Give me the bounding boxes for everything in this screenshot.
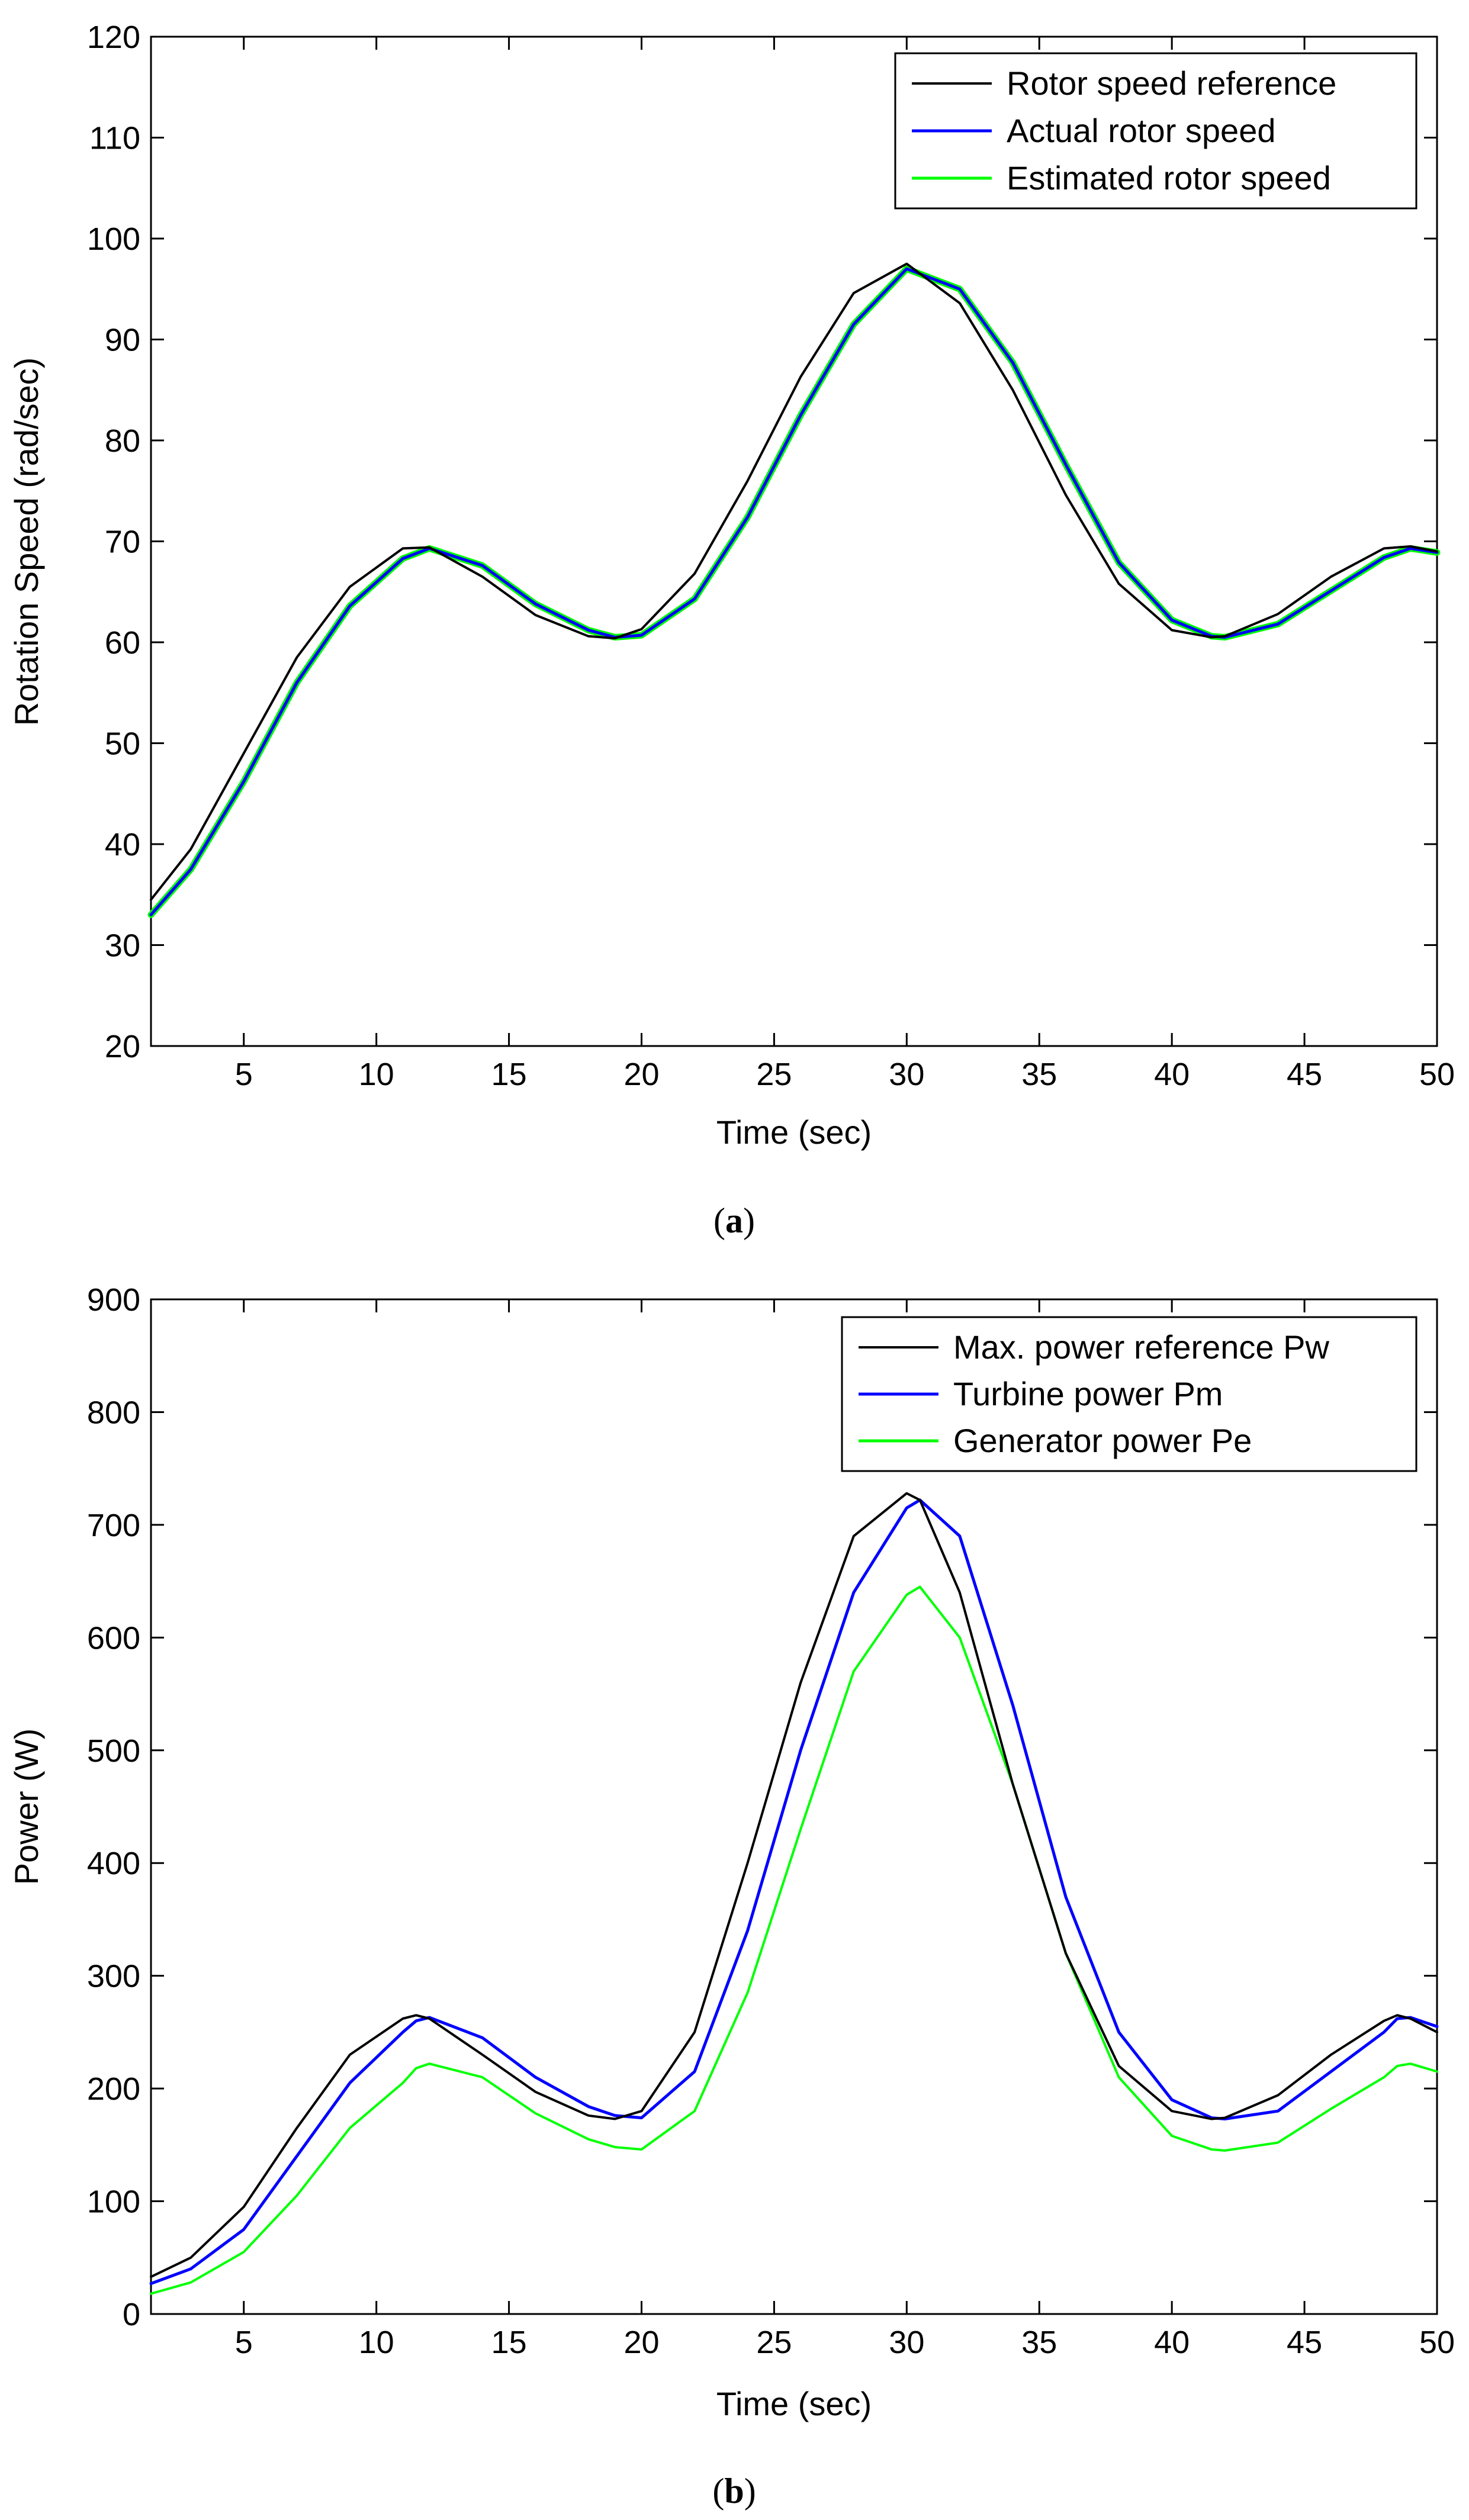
x-tick-label: 25 — [756, 1057, 792, 1092]
x-tick-label: 5 — [235, 1057, 253, 1092]
x-axis-a: 5 10 15 20 25 30 35 40 45 50 — [235, 37, 1455, 1092]
x-tick-label: 15 — [491, 2325, 527, 2360]
y-tick-label: 500 — [87, 1733, 140, 1769]
legend-b: Max. power reference Pw Turbine power Pm… — [841, 1316, 1417, 1472]
series-line-generator-power-pe — [150, 1585, 1438, 2295]
x-tick-label: 25 — [756, 2325, 792, 2360]
x-tick-label: 15 — [491, 1057, 527, 1092]
legend-label-rotor-speed-reference: Rotor speed reference — [1007, 65, 1336, 102]
caption-a: (a) — [713, 1201, 755, 1240]
y-tick-label: 50 — [105, 726, 140, 762]
x-tick-label: 10 — [359, 2325, 394, 2360]
legend-label-estimated-rotor-speed: Estimated rotor speed — [1007, 159, 1331, 197]
legend-label-actual-rotor-speed: Actual rotor speed — [1007, 112, 1275, 149]
caption-letter-a: a — [725, 1201, 743, 1240]
y-tick-label: 120 — [87, 20, 140, 55]
x-tick-label: 10 — [359, 1057, 394, 1092]
y-tick-label: 70 — [105, 524, 140, 560]
y-tick-label: 100 — [87, 2184, 140, 2220]
series-line-rotor-speed-reference — [150, 262, 1438, 901]
y-tick-label: 400 — [87, 1846, 140, 1881]
y-axis-a: 20 30 40 50 60 70 80 90 100 110 120 — [87, 20, 1437, 1064]
y-tick-label: 300 — [87, 1959, 140, 1994]
chart-panel-b: 0 100 200 300 400 500 600 700 800 900 5 10 15 20 25 30… — [8, 1282, 1455, 2511]
x-tick-label: 50 — [1419, 1057, 1455, 1092]
x-axis-label-a: Time (sec) — [716, 1113, 872, 1151]
y-tick-label: 80 — [105, 423, 140, 459]
caption-b: (b) — [712, 2471, 756, 2511]
x-tick-label: 45 — [1287, 1057, 1322, 1092]
y-axis-b: 0 100 200 300 400 500 600 700 800 900 — [87, 1282, 1437, 2332]
x-tick-label: 30 — [889, 1057, 924, 1092]
y-tick-label: 20 — [105, 1029, 140, 1064]
x-tick-label: 40 — [1154, 2325, 1190, 2360]
legend-label-max-power-reference: Max. power reference Pw — [953, 1328, 1329, 1366]
chart-panel-a: 20 30 40 50 60 70 80 90 100 110 120 5 10 15 20 25 30 35 4… — [8, 20, 1455, 1240]
x-tick-label: 35 — [1021, 1057, 1057, 1092]
x-tick-label: 35 — [1021, 2325, 1057, 2360]
series-lines-b — [149, 1492, 1439, 2295]
y-tick-label: 900 — [87, 1282, 140, 1318]
legend-a: Rotor speed reference Actual rotor speed… — [894, 52, 1417, 210]
x-axis-b: 5 10 15 20 25 30 35 40 45 50 — [235, 1299, 1455, 2360]
y-axis-label-a: Rotation Speed (rad/sec) — [8, 358, 45, 726]
y-tick-label: 110 — [89, 121, 140, 156]
series-line-actual-rotor-speed — [149, 267, 1439, 916]
x-tick-label: 5 — [235, 2325, 253, 2360]
x-tick-label: 40 — [1154, 1057, 1190, 1092]
x-tick-label: 45 — [1287, 2325, 1322, 2360]
series-line-max-power-reference-pw — [150, 1492, 1438, 2278]
caption-letter-b: b — [724, 2471, 744, 2511]
x-tick-label: 20 — [623, 2325, 659, 2360]
y-tick-label: 800 — [87, 1395, 140, 1430]
y-tick-label: 100 — [87, 221, 140, 257]
x-tick-label: 30 — [889, 2325, 924, 2360]
legend-label-generator-power: Generator power Pe — [953, 1422, 1252, 1459]
series-lines-a — [147, 262, 1441, 918]
y-axis-label-b: Power (W) — [8, 1729, 45, 1885]
legend-label-turbine-power: Turbine power Pm — [953, 1375, 1223, 1412]
y-tick-label: 0 — [123, 2297, 140, 2332]
y-tick-label: 30 — [105, 928, 140, 964]
y-tick-label: 60 — [105, 625, 140, 661]
y-tick-label: 700 — [87, 1508, 140, 1543]
y-tick-label: 200 — [87, 2071, 140, 2107]
y-tick-label: 90 — [105, 323, 140, 358]
y-tick-label: 600 — [87, 1620, 140, 1656]
x-tick-label: 20 — [623, 1057, 659, 1092]
series-line-turbine-power-pm — [149, 1498, 1439, 2286]
x-tick-label: 50 — [1419, 2325, 1455, 2360]
x-axis-label-b: Time (sec) — [716, 2385, 872, 2422]
y-tick-label: 40 — [105, 827, 140, 862]
